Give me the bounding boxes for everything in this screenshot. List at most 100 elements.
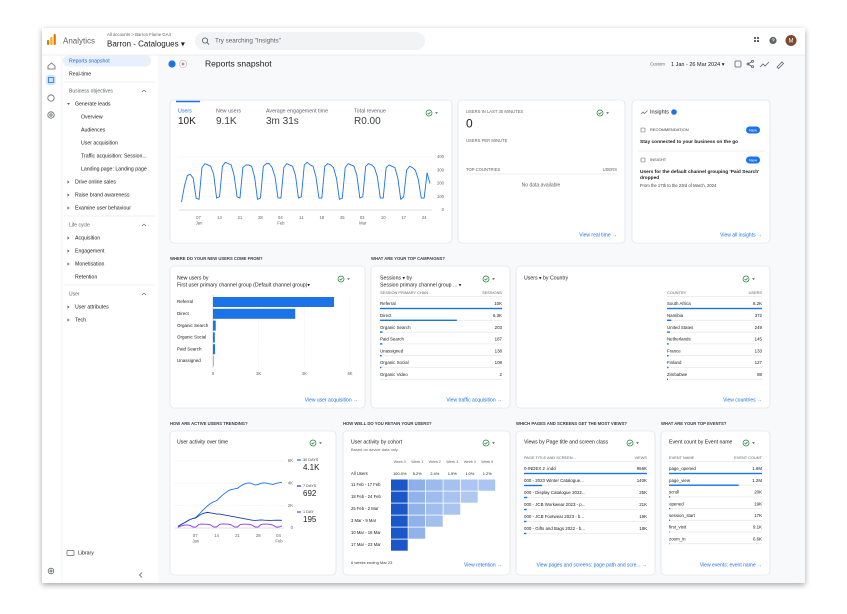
dropdown-arrow[interactable] xyxy=(752,278,755,280)
bar[interactable] xyxy=(213,344,216,355)
nav-group[interactable]: Raise brand awareness xyxy=(75,192,130,198)
new-badge-text: New xyxy=(749,157,757,162)
card-link[interactable]: View real time → xyxy=(579,232,617,238)
apps-icon[interactable] xyxy=(754,37,759,42)
nav-expand[interactable] xyxy=(67,206,70,210)
dropdown-arrow[interactable] xyxy=(492,442,495,444)
row-bar xyxy=(380,343,383,345)
card xyxy=(169,99,453,244)
compare-icon[interactable] xyxy=(742,275,750,283)
y-tick-label: 0 xyxy=(291,525,294,530)
cohort-cell xyxy=(408,503,426,515)
column-header: Week 3 xyxy=(446,460,458,464)
nav-expand[interactable] xyxy=(67,262,70,266)
nav-expand[interactable] xyxy=(67,103,70,105)
card-subtitle[interactable]: Session primary channel group ... ▾ xyxy=(380,282,462,288)
card-link[interactable]: View traffic acquisition → xyxy=(446,397,502,403)
help-icon[interactable] xyxy=(769,36,777,45)
card-title[interactable]: User activity over time xyxy=(177,439,228,445)
dropdown-arrow[interactable] xyxy=(319,442,322,444)
metric-label[interactable]: Total revenue xyxy=(354,108,386,114)
nav-group[interactable]: Generate leads xyxy=(75,101,111,107)
compare-icon[interactable] xyxy=(596,109,604,117)
nav-group[interactable]: Retention xyxy=(75,274,97,280)
card-title[interactable]: User activity by cohort xyxy=(351,439,403,445)
metric-label[interactable]: Users xyxy=(178,108,192,114)
bar[interactable] xyxy=(213,332,215,343)
nav-link[interactable]: Real-time xyxy=(69,71,91,77)
card-title[interactable]: Sessions ▾ by xyxy=(380,275,412,281)
compare-icon[interactable] xyxy=(425,109,433,117)
card-subtitle[interactable]: First user primary channel group (Defaul… xyxy=(177,282,310,288)
nav-item[interactable]: Audiences xyxy=(81,127,106,133)
compare-icon[interactable] xyxy=(309,439,317,447)
nav-expand[interactable] xyxy=(67,249,70,253)
dropdown-arrow[interactable] xyxy=(347,278,350,280)
insight-text[interactable]: Users for the default channel grouping '… xyxy=(640,169,761,181)
compare-icon[interactable] xyxy=(482,439,490,447)
row-value: 108 xyxy=(495,360,503,365)
dropdown-arrow[interactable] xyxy=(636,442,639,444)
x-tick-label: 03 Mar xyxy=(359,215,367,226)
card-link[interactable]: View countries → xyxy=(723,397,762,403)
metric-label[interactable]: New users xyxy=(216,108,241,114)
bar[interactable] xyxy=(213,308,296,319)
card-title[interactable]: Event count by Event name xyxy=(669,439,733,445)
row-label: page_view xyxy=(669,478,691,483)
property-selector[interactable]: Barron - Catalogues ▾ xyxy=(107,40,185,49)
card-link[interactable]: View events: event name → xyxy=(700,562,762,568)
card-title[interactable]: Views by Page title and screen class xyxy=(524,439,609,445)
compare-icon[interactable] xyxy=(742,439,750,447)
nav-expand[interactable] xyxy=(67,305,70,309)
header-actions[interactable] xyxy=(734,59,785,70)
cohort-cell xyxy=(391,491,408,503)
nav-item[interactable]: Traffic acquisition: Session... xyxy=(81,153,147,159)
nav-group[interactable]: Acquisition xyxy=(75,235,100,241)
nav-chevron[interactable] xyxy=(141,223,147,227)
nav-item[interactable]: User acquisition xyxy=(81,140,118,146)
bar[interactable] xyxy=(213,320,216,331)
nav-chevron[interactable] xyxy=(141,292,147,296)
nav-group[interactable]: Drive online sales xyxy=(75,179,116,185)
dropdown-arrow[interactable] xyxy=(435,112,438,114)
row-bar xyxy=(669,519,670,521)
nav-item[interactable]: Landing page: Landing page xyxy=(81,166,147,172)
nav-item[interactable]: Overview xyxy=(81,114,103,120)
row-bar xyxy=(667,331,670,333)
metric-label[interactable]: Average engagement time xyxy=(266,108,328,114)
nav-group[interactable]: Engagement xyxy=(75,248,105,254)
dropdown-arrow[interactable] xyxy=(606,112,609,114)
avatar[interactable] xyxy=(785,35,797,46)
nav-expand[interactable] xyxy=(67,193,70,197)
nav-group[interactable]: Tech xyxy=(75,317,86,323)
nav-link[interactable]: Reports snapshot xyxy=(69,58,110,64)
bar[interactable] xyxy=(213,297,335,307)
card-title[interactable]: New users by xyxy=(177,275,209,281)
compare-icon[interactable] xyxy=(337,275,345,283)
date-range[interactable]: 1 Jan - 26 Mar 2024 ▾ xyxy=(671,62,725,68)
nav-chevron[interactable] xyxy=(141,89,147,93)
card-title[interactable]: Users ▾ by Country xyxy=(524,275,569,281)
collapse-icon[interactable] xyxy=(138,572,143,578)
nav-group[interactable]: Examine user behaviour xyxy=(75,205,131,211)
insight-text[interactable]: Stay connected to your business on the g… xyxy=(640,139,738,145)
column-header: Week 4 xyxy=(464,460,476,464)
card-link[interactable]: View pages and screens: page path and sc… xyxy=(536,562,647,568)
nav-group[interactable]: User attributes xyxy=(75,304,109,310)
card-link[interactable]: View user acquisition → xyxy=(305,397,358,403)
search-box[interactable] xyxy=(195,32,425,50)
nav-group[interactable]: Monetisation xyxy=(75,261,105,267)
compare-icon[interactable] xyxy=(626,439,634,447)
category-label: Organic Search xyxy=(177,323,209,328)
nav-expand[interactable] xyxy=(67,180,70,184)
dropdown-arrow[interactable] xyxy=(752,442,755,444)
compare-check xyxy=(339,277,343,281)
card-link[interactable]: View retention → xyxy=(464,562,502,568)
search-placeholder: Try searching "Insights" xyxy=(215,38,281,45)
dropdown-arrow[interactable] xyxy=(492,278,495,280)
nav-expand[interactable] xyxy=(67,318,70,322)
nav-library[interactable]: Library xyxy=(78,550,94,556)
nav-expand[interactable] xyxy=(67,236,70,240)
card-link[interactable]: View all insights → xyxy=(720,232,762,238)
compare-icon[interactable] xyxy=(482,275,490,283)
